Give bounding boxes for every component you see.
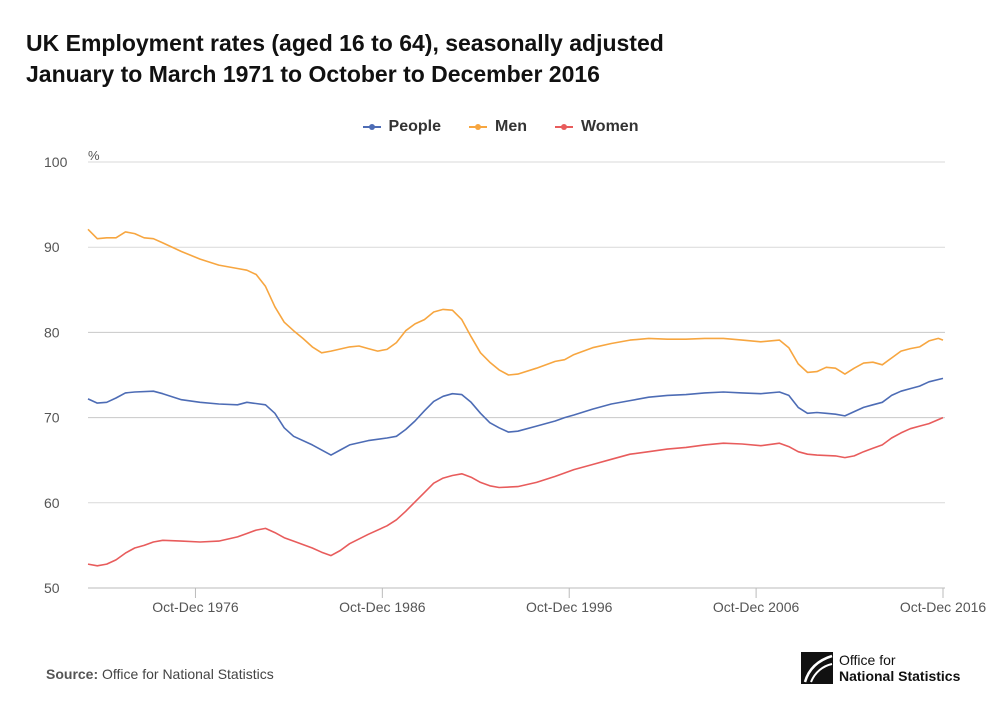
x-tick-label-2: Oct-Dec 1996 bbox=[526, 599, 613, 615]
legend-label-men: Men bbox=[494, 118, 527, 135]
y-tick-label-80: 80 bbox=[44, 324, 60, 340]
legend-swatch-men bbox=[468, 122, 487, 132]
logo-line-2: National Statistics bbox=[839, 668, 961, 684]
x-tick-label-4: Oct-Dec 2016 bbox=[900, 599, 987, 615]
legend-label-women: Women bbox=[580, 118, 639, 135]
logo-line-1: Office for bbox=[839, 652, 896, 668]
y-tick-label-70: 70 bbox=[44, 410, 60, 426]
ons-logo: Office for National Statistics bbox=[801, 652, 960, 684]
legend-swatch-women bbox=[554, 122, 573, 132]
series-line-men bbox=[87, 228, 944, 376]
source-label: Source: bbox=[46, 666, 99, 682]
legend-item-people[interactable]: People bbox=[362, 118, 441, 136]
source-text: Office for National Statistics bbox=[102, 666, 274, 682]
series-line-people bbox=[87, 377, 944, 456]
chart-title: UK Employment rates (aged 16 to 64), sea… bbox=[26, 28, 664, 90]
chart-title-line-2: January to March 1971 to October to Dece… bbox=[26, 61, 600, 87]
legend-dot-men bbox=[474, 124, 481, 130]
y-tick-label-100: 100 bbox=[44, 154, 68, 170]
y-axis-unit-label: % bbox=[88, 148, 100, 163]
source-note: Source: Office for National Statistics bbox=[46, 666, 274, 682]
ons-logo-icon bbox=[801, 652, 833, 684]
x-tick-label-1: Oct-Dec 1986 bbox=[339, 599, 426, 615]
legend-label-people: People bbox=[388, 118, 441, 135]
y-tick-label-60: 60 bbox=[44, 495, 60, 511]
chart-title-line-1: UK Employment rates (aged 16 to 64), sea… bbox=[26, 30, 664, 56]
ons-logo-text: Office for National Statistics bbox=[839, 652, 960, 684]
series-line-women bbox=[87, 416, 944, 567]
legend-dot-people bbox=[368, 124, 375, 130]
legend-item-men[interactable]: Men bbox=[468, 118, 527, 136]
chart-legend: People Men Women bbox=[0, 118, 1001, 136]
legend-dot-women bbox=[560, 124, 567, 130]
x-tick-label-0: Oct-Dec 1976 bbox=[152, 599, 239, 615]
x-tick-label-3: Oct-Dec 2006 bbox=[713, 599, 800, 615]
legend-swatch-people bbox=[362, 122, 381, 132]
y-tick-label-90: 90 bbox=[44, 239, 60, 255]
y-tick-label-50: 50 bbox=[44, 580, 60, 596]
legend-item-women[interactable]: Women bbox=[554, 118, 639, 136]
